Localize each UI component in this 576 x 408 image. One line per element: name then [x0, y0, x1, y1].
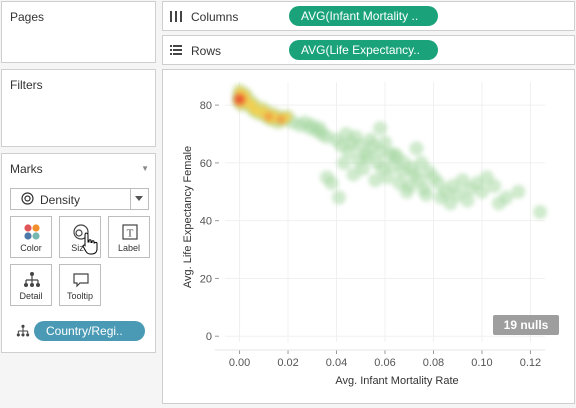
- detail-field-icon: [16, 324, 30, 337]
- pages-card[interactable]: Pages: [1, 1, 156, 63]
- tooltip-button[interactable]: Tooltip: [59, 264, 101, 306]
- density-point: [387, 147, 402, 162]
- marks-card-menu-icon[interactable]: ▼: [141, 164, 149, 173]
- y-tick-label: 80: [200, 100, 212, 112]
- color-button[interactable]: Color: [10, 216, 52, 258]
- y-tick-label: 20: [200, 273, 212, 285]
- filters-card[interactable]: Filters: [1, 69, 156, 147]
- size-icon: [73, 224, 89, 240]
- color-icon: [24, 224, 40, 240]
- country-region-pill[interactable]: Country/Regi..: [34, 321, 145, 341]
- y-tick-label: 40: [200, 216, 212, 228]
- columns-shelf: Columns AVG(Infant Mortality ..: [162, 1, 575, 31]
- y-tick-label: 60: [200, 158, 212, 170]
- density-point: [373, 121, 388, 136]
- rows-shelf-label: Rows: [191, 44, 222, 58]
- tooltip-icon: [73, 273, 89, 288]
- density-point: [399, 184, 414, 199]
- chart-grid: [225, 82, 545, 342]
- density-point: [324, 176, 339, 191]
- density-hotspots: [234, 93, 285, 124]
- density-layer: [232, 83, 548, 219]
- x-tick-label: 0.12: [520, 357, 541, 369]
- density-point: [460, 193, 475, 208]
- marks-card: Marks ▼ Density Color Size T Label: [1, 153, 156, 353]
- nulls-indicator[interactable]: 19 nulls: [493, 315, 559, 335]
- label-button-label: Label: [117, 243, 141, 253]
- detail-button[interactable]: Detail: [10, 264, 52, 306]
- color-button-label: Color: [20, 243, 42, 253]
- x-tick-label: 0.10: [471, 357, 492, 369]
- life-expectancy-pill[interactable]: AVG(Life Expectancy..: [289, 40, 438, 60]
- density-chart[interactable]: 0.00 0.02 0.04 0.06 0.08 0.10 0.12 0 20 40 60 80 A…: [163, 70, 574, 403]
- x-axis-title[interactable]: Avg. Infant Mortality Rate: [335, 375, 458, 387]
- density-point: [409, 141, 424, 156]
- infant-mortality-pill[interactable]: AVG(Infant Mortality ..: [289, 6, 438, 26]
- y-tick-label: 0: [206, 331, 212, 343]
- density-icon: [21, 192, 34, 205]
- density-point: [341, 144, 356, 159]
- density-point: [336, 155, 351, 170]
- density-point: [474, 184, 489, 199]
- density-point: [331, 190, 346, 205]
- size-button[interactable]: Size: [59, 216, 101, 258]
- rows-icon: [170, 45, 182, 55]
- x-tick-label: 0.08: [423, 357, 444, 369]
- density-warm-point: [249, 100, 259, 110]
- filters-title: Filters: [10, 78, 43, 92]
- density-point: [443, 196, 458, 211]
- rows-shelf: Rows AVG(Life Expectancy..: [162, 35, 575, 65]
- density-point: [378, 135, 392, 150]
- density-point: [533, 205, 548, 219]
- viz-view[interactable]: 0.00 0.02 0.04 0.06 0.08 0.10 0.12 0 20 40 60 80 A…: [162, 69, 575, 404]
- x-tick-label: 0.00: [229, 357, 250, 369]
- svg-text:T: T: [127, 228, 134, 240]
- columns-shelf-label: Columns: [191, 10, 239, 24]
- tooltip-button-label: Tooltip: [66, 291, 93, 301]
- density-point: [356, 161, 371, 176]
- cursor-icon: [82, 232, 98, 255]
- mark-type-dropdown[interactable]: Density: [10, 188, 149, 210]
- label-icon: T: [122, 224, 138, 240]
- x-tick-label: 0.06: [374, 357, 395, 369]
- detail-button-label: Detail: [19, 291, 43, 301]
- detail-icon: [24, 272, 40, 287]
- density-point: [312, 121, 327, 136]
- x-tick-label: 0.02: [277, 357, 298, 369]
- mark-type-label: Density: [40, 193, 81, 207]
- columns-icon: [170, 11, 182, 22]
- density-hotspot: [234, 93, 246, 105]
- density-point: [511, 184, 526, 199]
- pages-title: Pages: [10, 10, 45, 24]
- x-axis-ticks: 0.00 0.02 0.04 0.06 0.08 0.10 0.12: [215, 349, 545, 369]
- y-axis-title[interactable]: Avg. Life Expectancy Female: [182, 146, 194, 288]
- density-point: [368, 173, 383, 188]
- label-button[interactable]: T Label: [108, 216, 150, 258]
- marks-title: Marks: [10, 162, 43, 176]
- size-button-label: Size: [71, 243, 89, 253]
- density-point: [419, 187, 434, 202]
- mark-type-chevron-icon[interactable]: [130, 189, 148, 209]
- density-point: [380, 170, 395, 185]
- density-warm-point: [283, 112, 293, 122]
- density-point: [491, 196, 506, 211]
- x-tick-label: 0.04: [326, 357, 347, 369]
- density-hotspot: [264, 112, 273, 121]
- y-axis-ticks: 0 20 40 60 80: [200, 100, 219, 343]
- density-hotspot: [276, 115, 285, 124]
- density-point: [487, 179, 502, 193]
